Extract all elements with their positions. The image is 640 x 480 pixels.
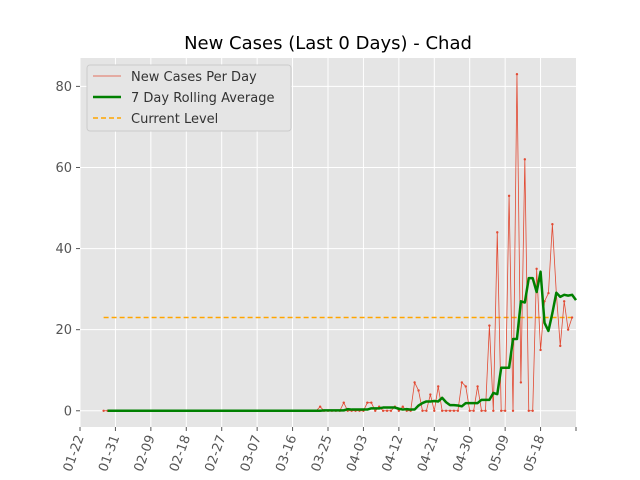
new-cases-point xyxy=(511,409,515,412)
new-cases-point xyxy=(456,409,460,412)
new-cases-point xyxy=(440,409,444,412)
x-tick-label: 02-18 xyxy=(167,433,194,474)
new-cases-point xyxy=(318,405,322,408)
new-cases-point xyxy=(535,267,538,271)
x-tick-label: 03-16 xyxy=(273,433,300,474)
legend: New Cases Per Day 7 Day Rolling Average … xyxy=(86,64,292,132)
x-tick-label: 04-21 xyxy=(415,433,442,474)
new-cases-point xyxy=(421,409,424,412)
new-cases-point xyxy=(468,409,471,412)
legend-label-current-level: Current Level xyxy=(131,112,218,127)
chart-title: New Cases (Last 0 Days) - Chad xyxy=(184,33,472,54)
legend-label-new-cases: New Cases Per Day xyxy=(131,70,257,85)
new-cases-point xyxy=(342,401,345,404)
new-cases-point xyxy=(397,409,401,412)
new-cases-point xyxy=(566,328,570,331)
legend-box xyxy=(86,64,292,132)
new-cases-point xyxy=(562,300,566,303)
y-axis: 0 20 40 60 80 xyxy=(55,80,80,419)
new-cases-point xyxy=(523,158,527,161)
new-cases-point xyxy=(437,385,440,388)
new-cases-point xyxy=(385,409,389,412)
y-tick-label: 80 xyxy=(55,80,72,95)
x-tick-label: 01-31 xyxy=(96,433,123,474)
new-cases-point xyxy=(476,385,479,388)
new-cases-point xyxy=(519,381,523,384)
new-cases-point xyxy=(425,409,428,412)
y-tick-label: 20 xyxy=(55,323,72,338)
x-tick-label: 04-30 xyxy=(450,433,477,474)
x-tick-label: 05-09 xyxy=(486,433,513,474)
new-cases-point xyxy=(448,409,452,412)
x-tick-label: 01-22 xyxy=(61,433,88,474)
y-tick-label: 0 xyxy=(64,404,72,419)
new-cases-point xyxy=(413,381,416,384)
new-cases-point xyxy=(444,409,448,412)
x-tick-label: 03-07 xyxy=(238,433,265,474)
new-cases-point xyxy=(480,409,483,412)
legend-label-rolling-average: 7 Day Rolling Average xyxy=(131,91,274,106)
new-cases-point xyxy=(500,409,503,412)
new-cases-point xyxy=(488,324,491,327)
x-tick-label: 04-03 xyxy=(344,433,371,474)
new-cases-point xyxy=(433,409,436,412)
new-cases-point xyxy=(370,401,373,404)
y-tick-label: 60 xyxy=(55,161,72,176)
new-cases-point xyxy=(507,194,511,198)
x-tick-label: 05-18 xyxy=(521,433,548,474)
new-cases-point xyxy=(401,405,404,408)
new-cases-point xyxy=(531,409,534,412)
x-tick-label: 02-27 xyxy=(202,433,229,474)
new-cases-point xyxy=(484,409,487,412)
x-tick-label: 04-12 xyxy=(380,433,407,474)
new-cases-point xyxy=(102,409,105,412)
new-cases-point xyxy=(559,344,562,348)
new-cases-point xyxy=(503,409,507,412)
new-cases-point xyxy=(417,389,420,392)
x-axis: 01-22 01-31 02-09 02-18 02-27 03-07 03-16 03-25… xyxy=(61,427,577,474)
new-cases-point xyxy=(429,393,432,396)
new-cases-point xyxy=(464,385,467,388)
rolling-average-line xyxy=(107,270,578,413)
new-cases-point xyxy=(570,316,574,319)
new-cases-point xyxy=(460,381,464,384)
new-cases-point xyxy=(381,409,385,412)
new-cases-point xyxy=(547,291,550,295)
y-tick-label: 40 xyxy=(55,242,72,257)
x-tick-label: 03-25 xyxy=(309,433,336,474)
new-cases-point xyxy=(496,231,499,234)
new-cases-point xyxy=(527,409,530,412)
new-cases-point xyxy=(366,401,369,404)
new-cases-point xyxy=(452,409,456,412)
series-layer xyxy=(102,73,578,413)
new-cases-point xyxy=(515,73,519,76)
new-cases-point xyxy=(389,409,393,412)
new-cases-point xyxy=(551,223,554,226)
new-cases-point xyxy=(472,409,475,412)
x-tick-label: 02-09 xyxy=(132,433,159,474)
new-cases-point xyxy=(374,409,377,412)
new-cases-point xyxy=(539,348,542,352)
new-cases-point xyxy=(492,409,495,412)
